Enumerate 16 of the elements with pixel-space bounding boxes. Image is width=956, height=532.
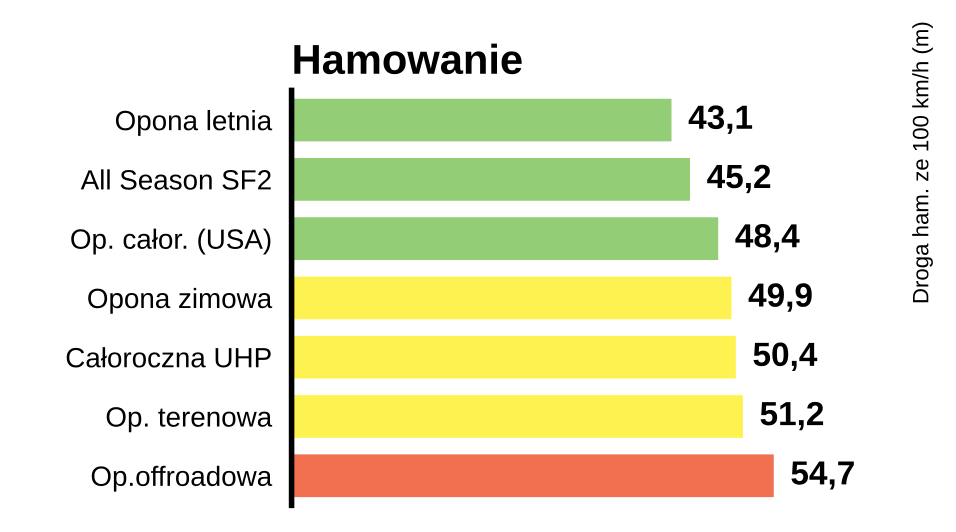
- y-tick-label: Opona letnia: [116, 110, 272, 136]
- chart-title: Hamowanie: [294, 44, 522, 74]
- data-label: 48,4: [735, 224, 800, 252]
- y-tick-label: Op. całor. (USA): [71, 228, 270, 254]
- y-tick-label: Op.offroadowa: [92, 466, 272, 492]
- y-tick-label: Op. terenowa: [106, 407, 272, 432]
- y-tick-label: Opona zimowa: [88, 288, 272, 314]
- y-tick-label: Całoroczna UHP: [66, 347, 271, 368]
- data-label: 43,1: [688, 105, 752, 134]
- data-label: 54,7: [791, 461, 854, 490]
- data-label: 49,9: [748, 283, 812, 312]
- data-label: 45,2: [707, 164, 770, 194]
- data-label: 51,2: [760, 402, 824, 430]
- y-tick-label: All Season SF2: [80, 169, 271, 190]
- text: Droga ham. ze 100 km/h (m): [912, 22, 933, 302]
- data-label: 50,4: [754, 342, 818, 371]
